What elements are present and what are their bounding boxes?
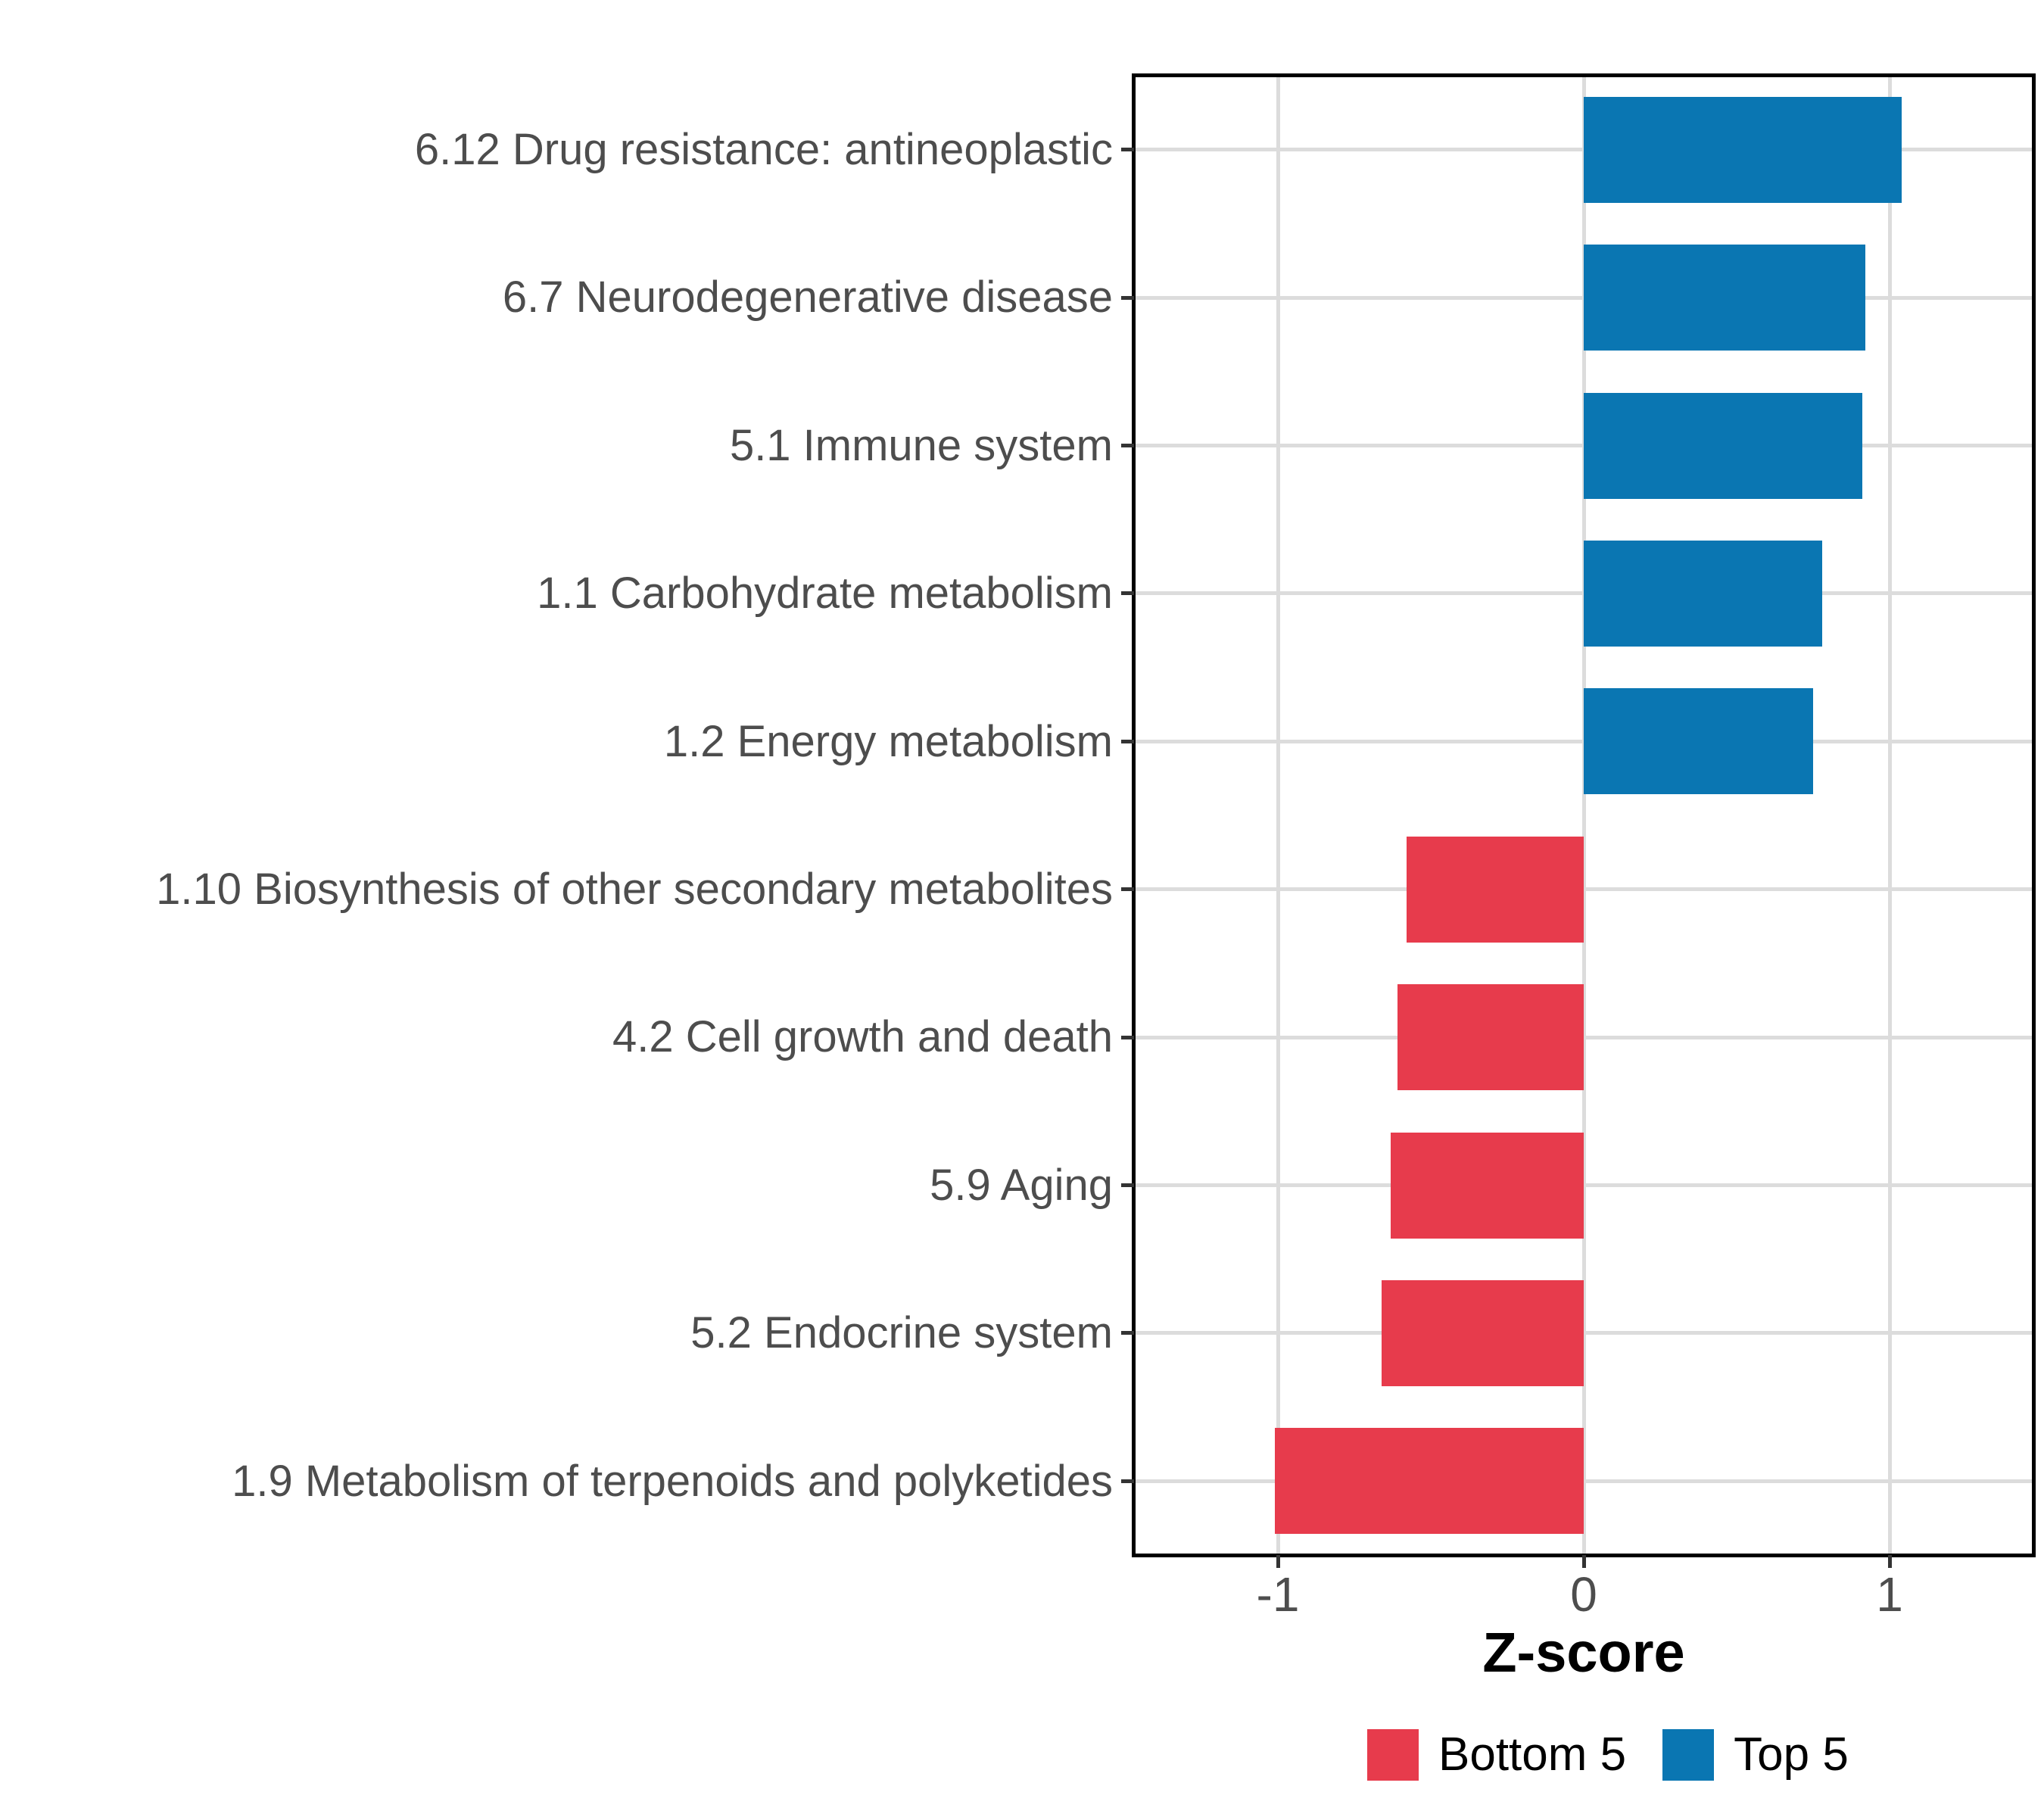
- x-axis-tick: [1887, 1555, 1892, 1568]
- y-axis-label: 5.9 Aging: [930, 1160, 1113, 1210]
- x-axis-tick: [1581, 1555, 1586, 1568]
- x-axis-tick-label: 0: [1570, 1567, 1597, 1622]
- y-axis-label: 5.1 Immune system: [729, 420, 1113, 470]
- bar-1.10: [1406, 836, 1584, 943]
- y-axis-label: 1.2 Energy metabolism: [663, 716, 1113, 766]
- v-gridline: [1581, 76, 1586, 1555]
- x-axis-title: Z-score: [1482, 1621, 1685, 1684]
- y-axis-tick: [1121, 591, 1134, 596]
- y-axis-tick: [1121, 739, 1134, 743]
- y-axis-tick: [1121, 1331, 1134, 1335]
- y-axis-label: 1.9 Metabolism of terpenoids and polyket…: [232, 1456, 1113, 1506]
- y-axis-label: 1.1 Carbohydrate metabolism: [537, 569, 1113, 619]
- y-axis-tick: [1121, 887, 1134, 892]
- y-axis-label: 6.12 Drug resistance: antineoplastic: [414, 125, 1113, 174]
- bar-5.1: [1584, 392, 1862, 499]
- bar-5.9: [1391, 1132, 1584, 1239]
- y-axis-tick: [1121, 148, 1134, 152]
- v-gridline: [1276, 76, 1280, 1555]
- x-axis-tick-label: -1: [1256, 1567, 1300, 1622]
- y-axis-label: 5.2 Endocrine system: [690, 1308, 1113, 1358]
- bar-1.9: [1274, 1428, 1584, 1535]
- legend-label-bottom5: Bottom 5: [1438, 1728, 1627, 1781]
- legend-label-top5: Top 5: [1734, 1728, 1849, 1781]
- y-axis-tick: [1121, 295, 1134, 300]
- bar-6.12: [1584, 96, 1902, 203]
- v-gridline: [1887, 76, 1892, 1555]
- bar-4.2: [1397, 984, 1584, 1091]
- legend-swatch-top5: [1662, 1729, 1715, 1781]
- y-axis-tick: [1121, 444, 1134, 447]
- y-axis-tick: [1121, 1035, 1134, 1039]
- legend: Bottom 5 Top 5: [1367, 1729, 1849, 1781]
- x-axis-tick: [1276, 1555, 1280, 1568]
- y-axis-label: 6.7 Neurodegenerative disease: [502, 273, 1113, 323]
- y-axis-tick: [1121, 1479, 1134, 1483]
- bar-1.2: [1584, 688, 1813, 795]
- y-axis-tick: [1121, 1183, 1134, 1187]
- bar-6.7: [1584, 245, 1865, 351]
- x-axis-tick-label: 1: [1876, 1567, 1903, 1622]
- bar-1.1: [1584, 540, 1823, 647]
- y-axis-label: 1.10 Biosynthesis of other secondary met…: [156, 865, 1113, 914]
- legend-swatch-bottom5: [1367, 1729, 1419, 1781]
- bar-5.2: [1382, 1279, 1584, 1386]
- y-axis-label: 4.2 Cell growth and death: [612, 1012, 1113, 1062]
